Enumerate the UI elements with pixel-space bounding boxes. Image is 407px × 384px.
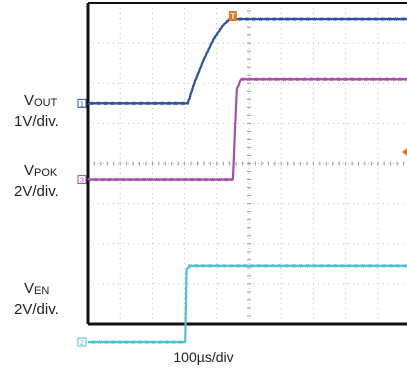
vpok-scale: 2V/div. [14, 183, 59, 200]
vout-label-main: V [24, 92, 35, 109]
vout-label: VOUT [24, 93, 57, 111]
trace-vpok [87, 77, 407, 182]
trigger-marker-label: T [230, 12, 235, 21]
ven-label-main: V [24, 280, 35, 297]
channel-marker-vout [77, 98, 87, 108]
ven-label: VEN [24, 281, 49, 299]
channel-marker-ven [77, 337, 87, 347]
trigger-marker [228, 11, 237, 21]
ven-label-sub: EN [34, 285, 50, 297]
vpok-label-sub: POK [34, 167, 58, 179]
trace-vout [87, 17, 407, 105]
trigger-level-pointer [402, 148, 407, 156]
vout-scale: 1V/div. [14, 113, 59, 130]
trace-ven [87, 264, 407, 344]
channel-marker-vpok [77, 175, 87, 185]
vpok-label: VPOK [24, 163, 57, 181]
vpok-label-main: V [24, 162, 35, 179]
channel-marker-label-ven: 2 [80, 340, 84, 347]
x-axis-label: 100µs/div [173, 349, 234, 365]
ven-scale: 2V/div. [14, 301, 59, 318]
channel-marker-label-vpok: 3 [80, 178, 84, 185]
vout-label-sub: OUT [34, 97, 58, 109]
channel-marker-label-vout: 1 [80, 101, 84, 108]
